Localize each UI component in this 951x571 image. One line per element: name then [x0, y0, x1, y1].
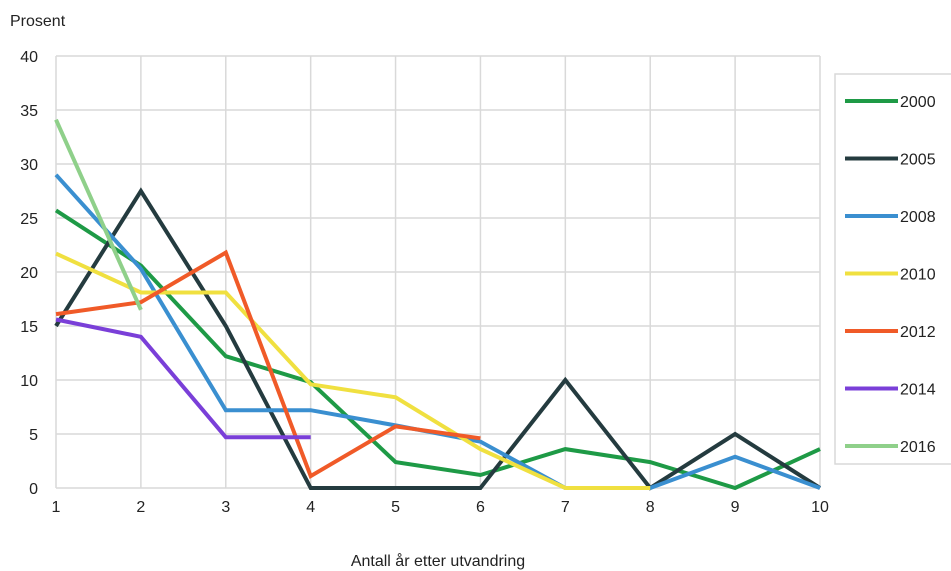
legend-label-2016: 2016: [900, 439, 936, 456]
y-tick-label: 20: [20, 265, 38, 282]
series-line-2012: [55, 249, 481, 480]
series-line-2008: [54, 173, 821, 490]
legend-label-2008: 2008: [900, 209, 936, 226]
y-tick-label: 30: [20, 157, 38, 174]
series-line-2005: [54, 187, 822, 491]
x-tick-label: 1: [52, 499, 61, 516]
legend-label-2000: 2000: [900, 94, 936, 111]
y-tick-label: 10: [20, 373, 38, 390]
y-tick-label: 25: [20, 211, 38, 228]
y-axis-title: Prosent: [10, 13, 66, 30]
x-tick-label: 2: [136, 499, 145, 516]
legend: 2000 2005 2008 2010 2012 2014 2016: [834, 73, 951, 465]
x-tick-label: 6: [476, 499, 485, 516]
x-axis-title: Antall år etter utvandring: [351, 552, 525, 570]
gridlines: [55, 55, 821, 489]
series-line-2016: [54, 118, 143, 311]
x-tick-label: 10: [811, 499, 829, 516]
x-tick-label: 9: [731, 499, 740, 516]
y-tick-label: 0: [29, 481, 38, 498]
y-tick-label: 15: [20, 319, 38, 336]
x-tick-label: 5: [391, 499, 400, 516]
x-tick-label: 3: [221, 499, 230, 516]
y-tick-label: 40: [20, 49, 38, 66]
y-tick-label: 5: [29, 427, 38, 444]
series-line-2014: [55, 317, 311, 440]
series-line-2000: [54, 208, 821, 491]
x-tick-labels: 1 2 3 4 5 6 7 8 9 10: [52, 499, 829, 516]
series-lines: [54, 118, 822, 491]
legend-label-2005: 2005: [900, 152, 936, 169]
legend-frame: [834, 73, 951, 465]
x-tick-label: 8: [646, 499, 655, 516]
legend-label-2012: 2012: [900, 324, 936, 341]
x-tick-label: 7: [561, 499, 570, 516]
y-tick-label: 35: [20, 103, 38, 120]
legend-label-2010: 2010: [900, 267, 936, 284]
legend-label-2014: 2014: [900, 382, 936, 399]
x-tick-label: 4: [306, 499, 315, 516]
y-tick-labels: 0 5 10 15 20 25 30 35 40: [20, 49, 38, 498]
